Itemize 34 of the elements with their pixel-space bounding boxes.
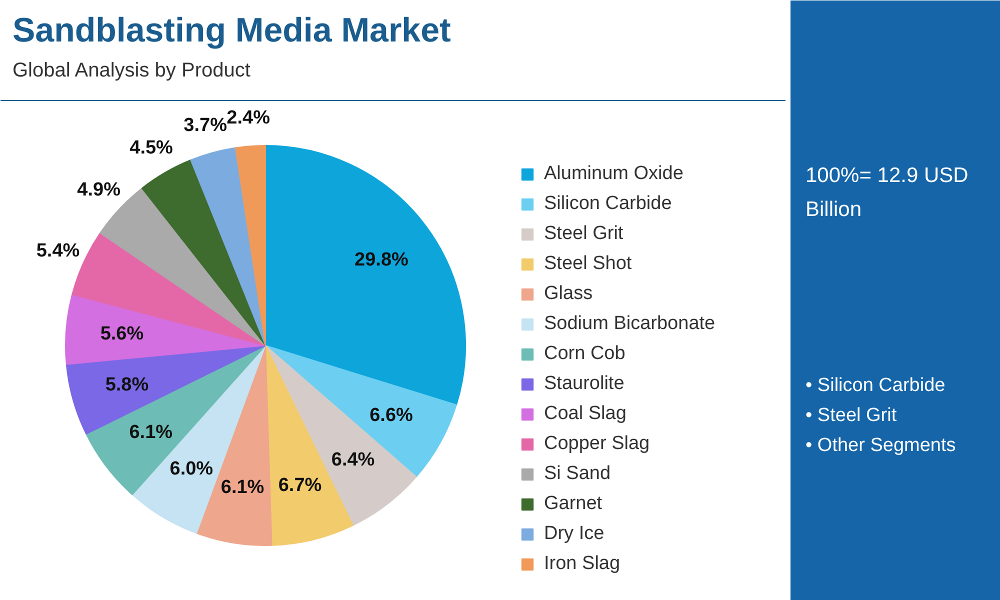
data-label: 4.5% bbox=[130, 138, 174, 159]
legend-label: Garnet bbox=[544, 493, 602, 515]
legend-label: Staurolite bbox=[544, 373, 624, 395]
legend-label: Si Sand bbox=[544, 463, 611, 485]
legend-label: Aluminum Oxide bbox=[544, 163, 684, 185]
data-label: 2.4% bbox=[226, 108, 270, 129]
data-label: 6.0% bbox=[170, 458, 214, 480]
legend-label: Coal Slag bbox=[544, 403, 626, 425]
legend-label: Dry Ice bbox=[544, 523, 604, 545]
data-label: 5.4% bbox=[36, 240, 80, 262]
text: 100%= 12.9 USD Billion bbox=[806, 164, 968, 221]
legend-label: Sodium Bicarbonate bbox=[544, 313, 716, 335]
legend-label: Glass bbox=[544, 283, 593, 305]
legend-label: Silicon Carbide bbox=[544, 193, 672, 215]
data-label: 6.4% bbox=[331, 449, 375, 470]
data-label: 3.7% bbox=[184, 115, 228, 136]
legend-label: Corn Cob bbox=[544, 343, 626, 365]
legend-label: Steel Shot bbox=[544, 253, 632, 275]
data-label: 5.6% bbox=[100, 323, 144, 344]
chart-subtitle: Global Analysis by Product bbox=[12, 60, 251, 82]
legend-label: Copper Slag bbox=[544, 433, 650, 455]
data-label: 6.6% bbox=[370, 405, 414, 426]
data-label: 4.9% bbox=[77, 179, 121, 200]
data-label: 6.1% bbox=[220, 477, 264, 498]
data-label: 5.8% bbox=[105, 374, 149, 396]
text: • Steel Grit bbox=[806, 405, 898, 426]
text: • Silicon Carbide bbox=[806, 375, 946, 396]
data-label: 6.7% bbox=[278, 474, 322, 496]
legend-label: Steel Grit bbox=[544, 223, 624, 245]
chart-title: Sandblasting Media Market bbox=[12, 12, 451, 50]
data-label: 29.8% bbox=[354, 250, 409, 271]
data-label: 6.1% bbox=[129, 422, 173, 444]
text: • Other Segments bbox=[806, 435, 956, 456]
legend-label: Iron Slag bbox=[544, 553, 620, 575]
